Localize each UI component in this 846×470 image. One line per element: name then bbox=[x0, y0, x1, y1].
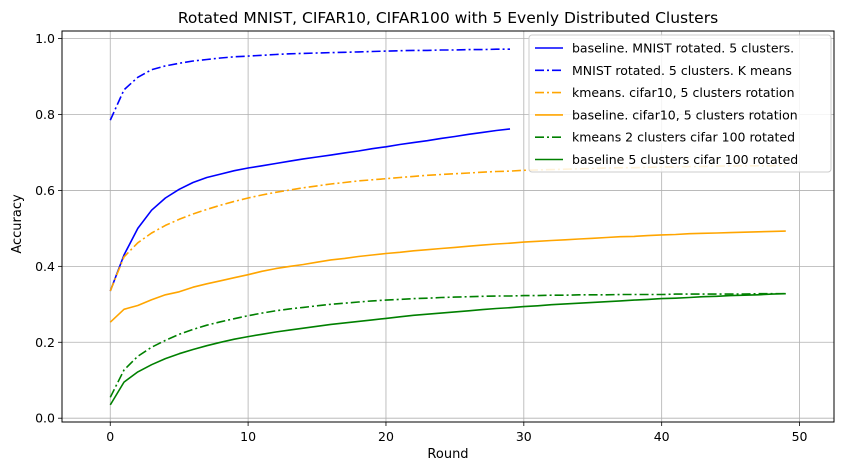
legend: baseline. MNIST rotated. 5 clusters. MNIS… bbox=[528, 34, 832, 173]
series-line-5 bbox=[109, 292, 786, 398]
x-tick-label: 40 bbox=[654, 429, 670, 444]
y-tick-label: 0.8 bbox=[35, 107, 55, 122]
legend-label: kmeans. cifar10, 5 clusters rotation bbox=[572, 85, 795, 100]
y-tick-label: 0.6 bbox=[35, 183, 55, 198]
x-tick-label: 0 bbox=[106, 429, 114, 444]
y-axis-label: Accuracy bbox=[10, 194, 25, 254]
chart-title: Rotated MNIST, CIFAR10, CIFAR100 with 5 … bbox=[178, 9, 718, 27]
series-line-4 bbox=[109, 230, 786, 323]
x-tick-label: 30 bbox=[516, 429, 532, 444]
x-tick-label: 20 bbox=[378, 429, 394, 444]
legend-label: baseline 5 clusters cifar 100 rotated bbox=[572, 152, 798, 167]
series-line-6 bbox=[109, 292, 786, 406]
axis-ticks: 0 10 20 30 40 50 0.0 0.2 0.4 0.6 0.8 1.0 bbox=[35, 31, 807, 444]
y-tick-label: 0.2 bbox=[35, 335, 55, 350]
y-tick-label: 0.0 bbox=[35, 411, 55, 426]
x-tick-label: 50 bbox=[792, 429, 808, 444]
y-tick-label: 0.4 bbox=[35, 259, 55, 274]
legend-label: kmeans 2 clusters cifar 100 rotated bbox=[572, 130, 795, 145]
x-axis-label: Round bbox=[427, 447, 468, 462]
plot-frame bbox=[61, 30, 835, 423]
x-tick-label: 10 bbox=[240, 429, 256, 444]
series-line-2 bbox=[109, 48, 510, 121]
legend-label: MNIST rotated. 5 clusters. K means bbox=[572, 63, 792, 78]
legend-label: baseline. cifar10, 5 clusters rotation bbox=[572, 107, 798, 122]
legend-label: baseline. MNIST rotated. 5 clusters. bbox=[572, 41, 794, 56]
y-tick-label: 1.0 bbox=[35, 31, 55, 46]
legend-box bbox=[528, 34, 832, 173]
series-line-1 bbox=[109, 128, 511, 292]
